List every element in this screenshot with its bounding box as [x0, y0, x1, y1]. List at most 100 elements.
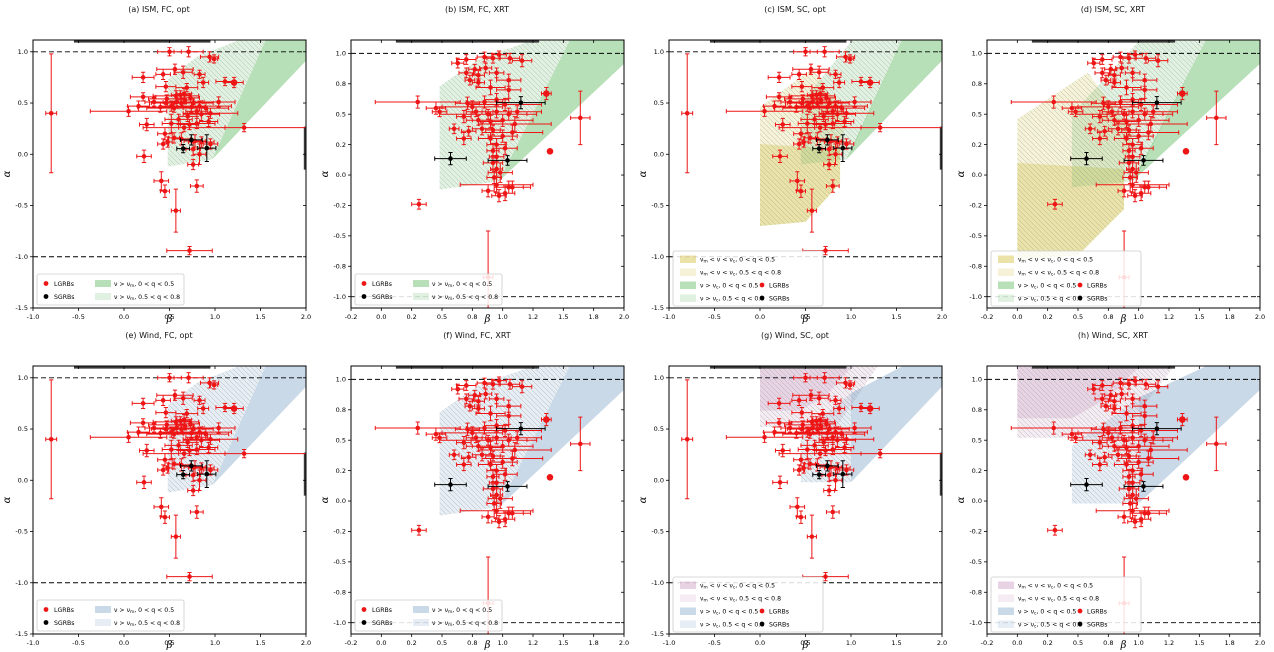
shaded-regions: [1017, 40, 1260, 261]
svg-text:0.2: 0.2: [336, 467, 346, 475]
svg-text:ν > νm, 0.5 < q < 0.8: ν > νm, 0.5 < q < 0.8: [114, 294, 180, 302]
svg-text:0.8: 0.8: [1103, 313, 1113, 321]
svg-text:-0.8: -0.8: [333, 588, 346, 596]
svg-text:-1.0: -1.0: [663, 639, 676, 647]
markers-lgrb-bold: [230, 79, 238, 86]
svg-text:2.0: 2.0: [619, 313, 629, 321]
region-green_bright: [499, 40, 624, 182]
y-axis-label: α: [320, 496, 331, 503]
markers-sgrb: [448, 100, 524, 163]
svg-text:-0.5: -0.5: [651, 528, 664, 536]
svg-text:2.0: 2.0: [937, 313, 947, 321]
markers-sgrb: [180, 137, 210, 151]
panel-b-title: (b) ISM, FC, XRT: [445, 5, 509, 14]
x-axis-label: β: [484, 314, 491, 325]
svg-text:-0.5: -0.5: [708, 313, 721, 321]
plot-frame: [350, 365, 625, 635]
svg-text:0.8: 0.8: [972, 406, 982, 414]
svg-text:0.5: 0.5: [437, 313, 447, 321]
x-axis: -1.0 -0.5 0.0 0.5 1.0 1.5 2.0: [27, 40, 311, 321]
svg-text:1.5: 1.5: [1194, 639, 1204, 647]
svg-text:0.0: 0.0: [972, 497, 982, 505]
svg-text:1.0: 1.0: [846, 313, 856, 321]
svg-text:ν > νc, 0.5 < q < 0.8: ν > νc, 0.5 < q < 0.8: [1018, 296, 1082, 304]
markers-lgrb: [684, 49, 883, 253]
svg-text:ν > νc, 0 < q < 0.5: ν > νc, 0 < q < 0.5: [1018, 609, 1076, 617]
x-axis: -0.2 0.0 0.2 0.5 0.8 1.0 1.2 1.5 1.8 2.0: [345, 366, 629, 647]
svg-text:-0.5: -0.5: [15, 528, 28, 536]
x-axis: -1.0 -0.5 0.0 0.5 1.0 1.5 2.0: [663, 366, 947, 647]
svg-text:-0.2: -0.2: [333, 202, 346, 210]
svg-text:-0.8: -0.8: [333, 262, 346, 270]
svg-text:SGRBs: SGRBs: [372, 620, 393, 627]
svg-text:SGRBs: SGRBs: [54, 294, 75, 301]
svg-text:ν > νm, 0 < q < 0.5: ν > νm, 0 < q < 0.5: [114, 281, 174, 289]
markers-lgrb-bold: [866, 405, 874, 412]
svg-text:-0.2: -0.2: [981, 313, 994, 321]
svg-text:-1.0: -1.0: [969, 293, 982, 301]
markers-sgrb: [816, 463, 846, 477]
svg-text:LGRBs: LGRBs: [769, 609, 789, 616]
svg-text:1.0: 1.0: [1133, 639, 1143, 647]
svg-text:1.0: 1.0: [336, 50, 346, 58]
svg-text:ν > νm, 0.5 < q < 0.8: ν > νm, 0.5 < q < 0.8: [432, 294, 498, 302]
y-axis: 1.0 0.8 0.5 0.2 0.0 -0.2 -0.5 -0.8 -1.0: [969, 50, 1260, 301]
svg-text:0.0: 0.0: [1012, 639, 1022, 647]
markers-lgrb: [1051, 52, 1219, 280]
svg-text:0.5: 0.5: [164, 639, 174, 647]
svg-text:1.8: 1.8: [588, 313, 598, 321]
x-axis-label: β: [802, 314, 809, 325]
plot-frame: [350, 39, 625, 309]
panel-h-plot: -0.2 0.0 0.2 0.5 0.8 1.0 1.2 1.5 1.8 2.0 1.0 0.8 0.5…: [956, 365, 1265, 651]
svg-text:-0.2: -0.2: [969, 202, 982, 210]
svg-text:-0.5: -0.5: [333, 558, 346, 566]
svg-text:1.2: 1.2: [1164, 313, 1174, 321]
svg-text:1.0: 1.0: [654, 374, 664, 382]
svg-text:ν > νc, 0.5 < q < 0.8: ν > νc, 0.5 < q < 0.8: [700, 622, 764, 630]
svg-text:1.0: 1.0: [972, 376, 982, 384]
svg-text:1.8: 1.8: [588, 639, 598, 647]
legend: νm < ν < νc, 0 < q < 0.5 νm < ν < νc, 0.5…: [672, 576, 824, 633]
svg-text:1.5: 1.5: [891, 313, 901, 321]
svg-text:LGRBs: LGRBs: [372, 281, 392, 288]
svg-text:0.2: 0.2: [406, 313, 416, 321]
svg-text:0.0: 0.0: [119, 313, 129, 321]
svg-text:0.5: 0.5: [654, 425, 664, 433]
svg-text:ν > νm, 0.5 < q < 0.8: ν > νm, 0.5 < q < 0.8: [114, 620, 180, 628]
legend: LGRBs SGRBs ν > νm, 0 < q < 0.5 ν > νm, 0.5…: [36, 599, 185, 632]
svg-text:νm < ν < νc, 0 < q < 0.5: νm < ν < νc, 0 < q < 0.5: [700, 257, 775, 265]
svg-text:1.0: 1.0: [18, 48, 28, 56]
panel-g-title: (g) Wind, SC, opt: [761, 331, 829, 340]
legend: LGRBs SGRBs ν > νm, 0 < q < 0.5 ν > νm, 0.5…: [36, 273, 185, 306]
svg-text:ν > νm, 0 < q < 0.5: ν > νm, 0 < q < 0.5: [114, 607, 174, 615]
svg-text:0.0: 0.0: [755, 313, 765, 321]
svg-text:1.2: 1.2: [1164, 639, 1174, 647]
svg-text:-1.5: -1.5: [651, 630, 664, 638]
svg-text:-0.5: -0.5: [72, 639, 85, 647]
y-axis: 1.0 0.5 0.0 -0.5 -1.0 -1.5: [651, 374, 942, 638]
markers-lgrb: [684, 375, 883, 579]
panel-g: (g) Wind, SC, opt -1.0 -0.5 0.0 0.5 1.0 1.5 2.…: [636, 326, 954, 652]
markers-lgrb-bold: [1179, 90, 1190, 155]
svg-text:-1.0: -1.0: [27, 639, 40, 647]
legend: νm < ν < νc, 0 < q < 0.5 νm < ν < νc, 0.5…: [990, 576, 1142, 633]
svg-text:1.5: 1.5: [558, 639, 568, 647]
panel-g-plot: -1.0 -0.5 0.0 0.5 1.0 1.5 2.01.00.50.0-0.5-1.0…: [638, 365, 947, 651]
svg-text:ν > νc, 0.5 < q < 0.8: ν > νc, 0.5 < q < 0.8: [1018, 622, 1082, 630]
svg-text:0.5: 0.5: [1073, 639, 1083, 647]
markers-lgrb-bold: [230, 405, 238, 412]
panel-f-plot: -0.2 0.0 0.2 0.5 0.8 1.0 1.2 1.5 1.8 2.0 1.0 0.8 0.5…: [320, 365, 629, 651]
svg-text:2.0: 2.0: [1255, 313, 1265, 321]
svg-text:0.8: 0.8: [972, 80, 982, 88]
svg-text:ν > νc, 0 < q < 0.5: ν > νc, 0 < q < 0.5: [1018, 283, 1076, 291]
svg-text:-1.0: -1.0: [651, 253, 664, 261]
svg-text:0.5: 0.5: [336, 110, 346, 118]
svg-text:SGRBs: SGRBs: [1087, 296, 1108, 303]
panel-f: (f) Wind, FC, XRT -0.2 0.0 0.2 0.5 0.8 1.0 1.2…: [318, 326, 636, 652]
region-green_bright: [846, 40, 942, 160]
panel-b-plot: -0.2 0.0 0.2 0.5 0.8 1.0 1.2 1.5 1.8 2.0 1.0 0.8 0.5…: [320, 39, 629, 325]
svg-text:-1.0: -1.0: [15, 579, 28, 587]
panel-c-plot: -1.0 -0.5 0.0 0.5 1.0 1.5 2.01.00.50.0-0.5-1.0…: [638, 39, 947, 325]
y-axis: 1.0 0.5 0.0 -0.5 -1.0 -1.5: [15, 374, 306, 638]
